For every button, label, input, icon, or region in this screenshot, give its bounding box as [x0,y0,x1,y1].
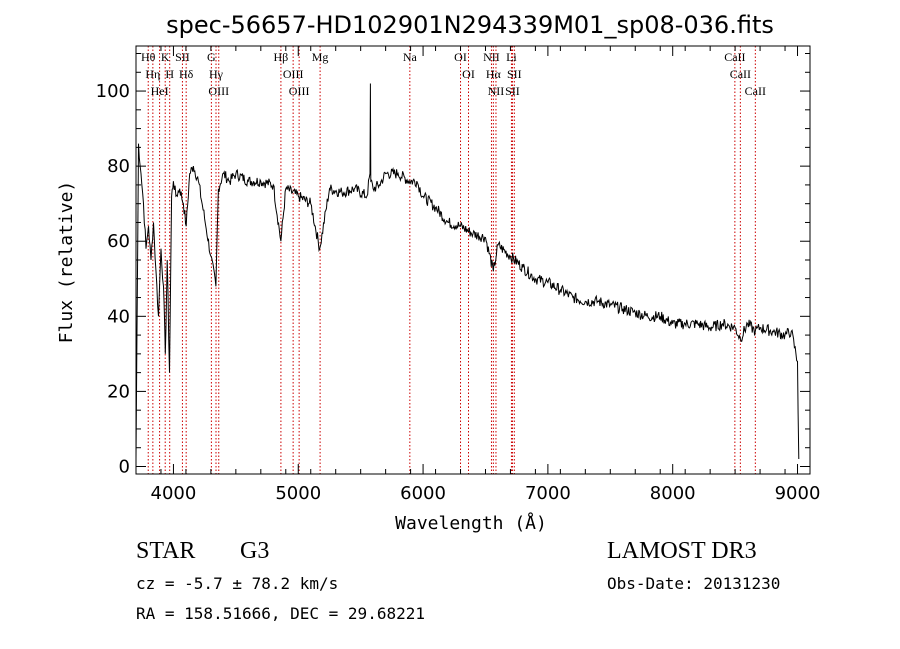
object-class: STAR [136,538,196,564]
spectral-line-markers [147,46,756,474]
line-label: NII [483,50,500,64]
line-label: OIII [289,84,310,98]
y-tick-label: 20 [107,381,130,402]
line-label: CaII [745,84,766,98]
x-tick-label: 8000 [650,483,696,504]
line-label: H [165,67,174,81]
x-tick-label: 7000 [525,483,571,504]
line-label: SII [505,84,520,98]
x-tick-label: 5000 [275,483,321,504]
line-label: NII [488,84,505,98]
x-tick-label: 6000 [400,483,446,504]
line-label: Hδ [179,67,194,81]
y-tick-label: 40 [107,306,130,327]
line-label: K [161,50,170,64]
x-tick-label: 4000 [151,483,197,504]
y-tick-label: 80 [107,156,130,177]
line-label: OIII [283,67,304,81]
line-label: Hθ [141,50,156,64]
line-label: Hη [145,67,160,81]
line-label: Hα [486,67,502,81]
line-label: Mg [312,50,329,64]
line-label: Na [403,50,418,64]
line-label: HeI [151,84,169,98]
axis-ticks: 4000 5000 6000 7000 8000 9000 0 20 40 60 80 100 [96,46,821,504]
line-label: Hγ [209,67,224,81]
y-tick-label: 0 [119,456,130,477]
observation-date: Obs-Date: 20131230 [607,574,781,593]
x-axis-label: Wavelength (Å) [395,512,547,534]
line-label: CaII [730,67,751,81]
line-label: OI [462,67,475,81]
x-tick-label: 9000 [775,483,821,504]
line-label: OIII [208,84,229,98]
y-tick-label: 100 [96,81,130,102]
object-subclass: G3 [240,538,270,564]
survey-name: LAMOST DR3 [607,538,757,564]
y-tick-label: 60 [107,231,130,252]
chart-title: spec-56657-HD102901N294339M01_sp08-036.f… [166,11,774,39]
line-label: Li [506,50,517,64]
y-axis-label: Flux (relative) [56,181,77,344]
line-label: G [207,50,216,64]
line-label: OI [454,50,467,64]
line-label: Hβ [274,50,289,64]
line-label: SII [175,50,190,64]
spectrum-line [135,83,800,460]
line-label: CaII [724,50,745,64]
coordinates-info: RA = 158.51666, DEC = 29.68221 [136,604,425,623]
plot-frame [135,45,811,475]
redshift-info: cz = -5.7 ± 78.2 km/s [136,574,339,593]
line-label: SII [507,67,522,81]
